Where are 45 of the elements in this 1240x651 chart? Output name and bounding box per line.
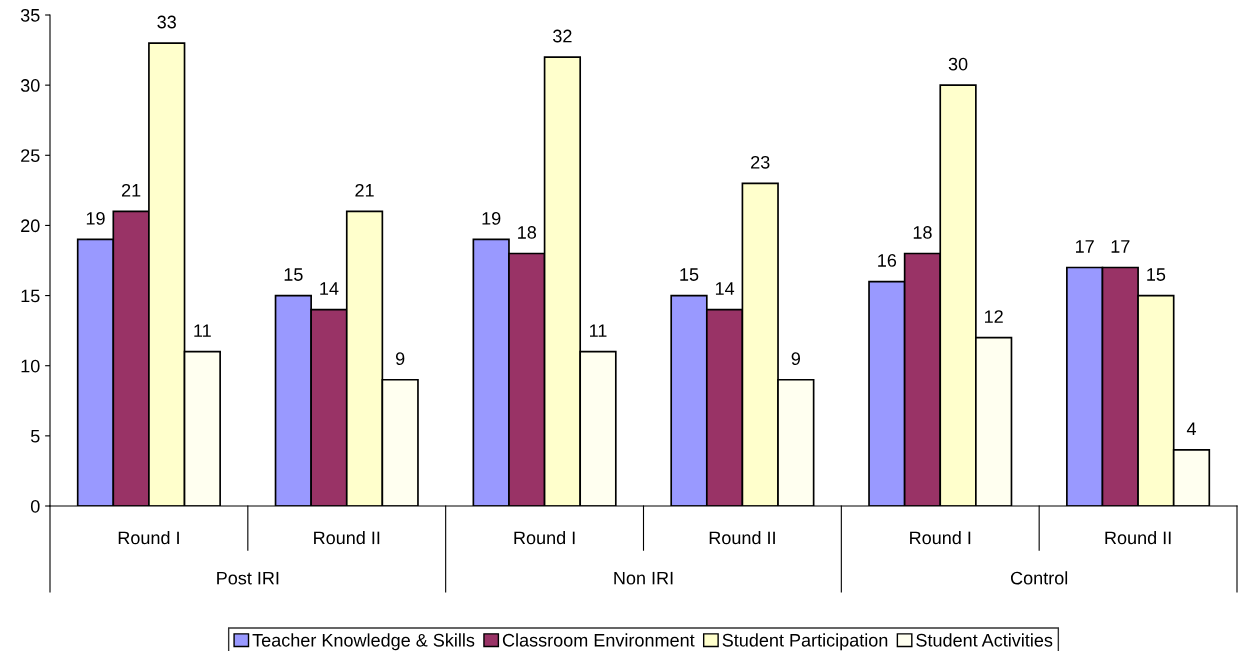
text: Non IRI [614,571,673,585]
data-label: 23 [751,155,770,169]
y-tick-label: 20 [21,219,40,233]
text: Post IRI [217,571,279,585]
data-label: 15 [284,268,303,281]
legend-label: Classroom Environment [502,633,695,647]
y-tick-label: 25 [21,149,40,163]
data-label: 11 [590,324,607,337]
data-label: 17 [1111,240,1130,253]
y-tick-label: 5 [30,429,40,443]
x-tick-label: Round I [514,531,575,545]
data-label: 4 [1186,422,1196,436]
data-label: 14 [715,282,735,295]
data-label: 11 [194,324,211,337]
data-label: 30 [948,57,968,71]
data-label: 33 [157,15,176,29]
data-label: 18 [518,226,537,239]
x-tick-label: Round I [910,531,971,545]
data-label: 15 [1147,268,1166,281]
y-tick-label: 10 [21,359,40,373]
x-tick-label: Round I [118,531,179,545]
data-label: 21 [355,183,374,197]
y-tick-label: 35 [20,8,40,22]
y-tick-label: 30 [20,79,40,92]
x-tick-label: Round II [709,531,775,545]
data-label: 17 [1076,240,1094,253]
text: Control [1010,571,1068,585]
data-label: 16 [878,254,897,267]
data-label: 18 [913,226,932,239]
data-label: 15 [680,268,699,281]
data-label: 19 [86,211,105,225]
y-tick-label: 0 [30,499,40,513]
y-tick-label: 15 [21,289,40,303]
data-label: 12 [985,310,1003,323]
legend-label: Student Activities [916,633,1053,647]
data-label: 19 [482,211,501,225]
data-label: 14 [320,282,339,295]
x-tick-label: Round II [1105,531,1171,545]
x-tick-label: Round II [314,531,380,545]
legend-label: Teacher Knowledge & Skills [252,633,475,651]
data-label: 32 [553,29,572,43]
legend-label: Student Participation [722,633,888,651]
data-label: 9 [791,352,800,366]
data-label: 9 [395,352,405,366]
data-label: 21 [121,183,141,197]
